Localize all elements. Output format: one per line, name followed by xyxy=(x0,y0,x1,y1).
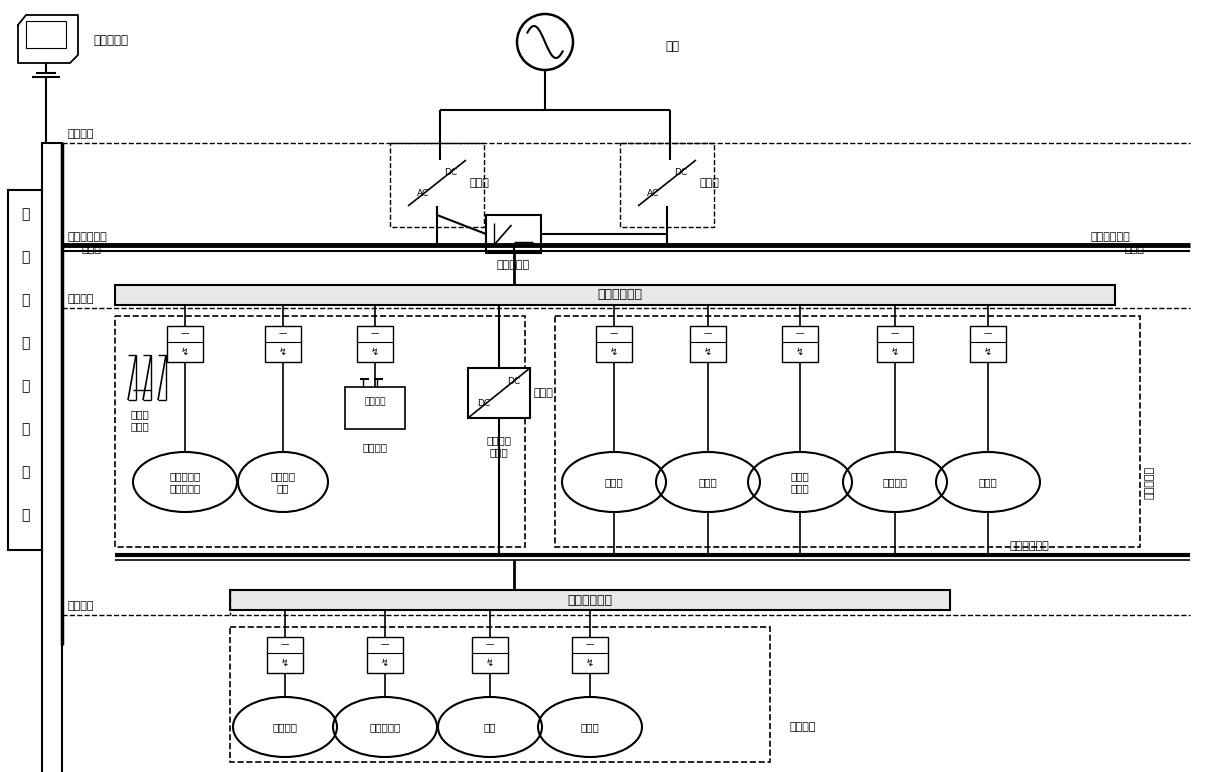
Text: —: — xyxy=(796,330,804,338)
Text: ↯: ↯ xyxy=(704,347,712,357)
Text: 低压负载: 低压负载 xyxy=(789,722,816,732)
Text: —: — xyxy=(181,330,190,338)
Text: 信: 信 xyxy=(21,293,29,307)
Bar xyxy=(42,143,62,772)
Text: 中高压负载: 中高压负载 xyxy=(1144,466,1155,499)
Text: DC: DC xyxy=(477,399,491,408)
Text: AC: AC xyxy=(647,188,660,198)
Text: ↯: ↯ xyxy=(796,347,804,357)
Bar xyxy=(468,368,530,418)
Text: 通讯总线: 通讯总线 xyxy=(69,129,94,139)
Bar xyxy=(367,637,403,673)
Bar xyxy=(9,190,42,550)
Text: 空气能
热水器: 空气能 热水器 xyxy=(791,471,809,493)
Text: 电网: 电网 xyxy=(665,40,679,53)
Bar xyxy=(267,637,304,673)
Text: 第二直流分路: 第二直流分路 xyxy=(568,594,612,607)
Text: ↯: ↯ xyxy=(371,347,379,357)
Text: 直流断路器: 直流断路器 xyxy=(497,260,530,270)
Text: 系: 系 xyxy=(21,465,29,479)
Text: 统: 统 xyxy=(21,508,29,522)
Text: 空调外机: 空调外机 xyxy=(883,477,907,487)
Bar xyxy=(572,637,608,673)
Bar xyxy=(115,316,525,547)
Text: ↯: ↯ xyxy=(984,347,993,357)
Text: 通讯总线: 通讯总线 xyxy=(69,601,94,611)
Text: 第一中高压直: 第一中高压直 xyxy=(69,232,108,242)
Text: 热水壶: 热水壶 xyxy=(699,477,717,487)
Text: ↯: ↯ xyxy=(486,658,494,668)
Text: 第二中高压直: 第二中高压直 xyxy=(1091,232,1130,242)
Text: 储能模块: 储能模块 xyxy=(362,442,388,452)
Text: 息: 息 xyxy=(21,336,29,350)
Text: 空调内机: 空调内机 xyxy=(273,722,297,732)
Bar xyxy=(596,326,632,362)
Text: 第一直流分路: 第一直流分路 xyxy=(597,289,643,302)
Bar xyxy=(782,326,818,362)
Text: ↯: ↯ xyxy=(279,347,288,357)
Text: DC: DC xyxy=(507,378,520,387)
Text: 电风扇: 电风扇 xyxy=(580,722,600,732)
Text: —: — xyxy=(280,641,289,649)
Text: —: — xyxy=(486,641,494,649)
Bar xyxy=(408,160,466,206)
Text: —: — xyxy=(279,330,288,338)
Bar xyxy=(554,316,1140,547)
Text: 流母线: 流母线 xyxy=(82,244,102,254)
Text: 制: 制 xyxy=(21,422,29,436)
Text: —: — xyxy=(891,330,900,338)
Text: ↯: ↯ xyxy=(610,347,618,357)
Text: 能: 能 xyxy=(21,207,29,221)
Text: —: — xyxy=(610,330,618,338)
Text: DC: DC xyxy=(444,168,458,178)
Text: —: — xyxy=(586,641,594,649)
Text: 冰箱: 冰箱 xyxy=(483,722,496,732)
Text: 源: 源 xyxy=(21,250,29,264)
Text: 远程监控端: 远程监控端 xyxy=(93,33,129,46)
Bar xyxy=(166,326,203,362)
Text: ↯: ↯ xyxy=(181,347,188,357)
Bar xyxy=(969,326,1006,362)
Bar xyxy=(486,215,541,253)
Bar xyxy=(357,326,393,362)
Text: 控: 控 xyxy=(21,379,29,393)
Text: 变换器: 变换器 xyxy=(534,388,554,398)
Bar xyxy=(621,143,714,227)
Text: 电饭煲: 电饭煲 xyxy=(605,477,623,487)
Bar xyxy=(690,326,726,362)
Bar xyxy=(390,143,483,227)
Text: 储能电池: 储能电池 xyxy=(365,398,386,407)
Text: ↯: ↯ xyxy=(381,658,389,668)
Text: ↯: ↯ xyxy=(586,658,594,668)
Bar xyxy=(345,387,405,429)
Text: 光伏发电
模块: 光伏发电 模块 xyxy=(271,471,295,493)
Text: 变换器: 变换器 xyxy=(470,178,490,188)
Text: —: — xyxy=(704,330,712,338)
Bar xyxy=(638,160,696,206)
Text: —: — xyxy=(381,641,389,649)
Text: 通讯总线: 通讯总线 xyxy=(69,294,94,304)
Bar xyxy=(230,627,770,762)
Text: 空气净化器: 空气净化器 xyxy=(370,722,400,732)
Text: DC: DC xyxy=(674,168,688,178)
Bar xyxy=(878,326,913,362)
Text: 氢能燃料电
池发电模块: 氢能燃料电 池发电模块 xyxy=(169,471,201,493)
Text: 充电桩: 充电桩 xyxy=(979,477,998,487)
Text: 流母线: 流母线 xyxy=(1124,244,1144,254)
Text: 低压直流母线: 低压直流母线 xyxy=(1010,541,1050,551)
Text: ↯: ↯ xyxy=(282,658,289,668)
Text: 氢气供
气单元: 氢气供 气单元 xyxy=(131,409,149,432)
Text: AC: AC xyxy=(417,188,430,198)
Bar xyxy=(230,590,950,610)
Text: ↯: ↯ xyxy=(891,347,900,357)
Text: 变换器: 变换器 xyxy=(700,178,720,188)
Bar xyxy=(26,21,66,48)
Bar xyxy=(266,326,301,362)
Text: —: — xyxy=(984,330,993,338)
Bar xyxy=(115,285,1115,305)
Text: —: — xyxy=(371,330,379,338)
Polygon shape xyxy=(18,15,78,63)
Text: 分布式发
电系统: 分布式发 电系统 xyxy=(486,435,512,457)
Bar xyxy=(472,637,508,673)
